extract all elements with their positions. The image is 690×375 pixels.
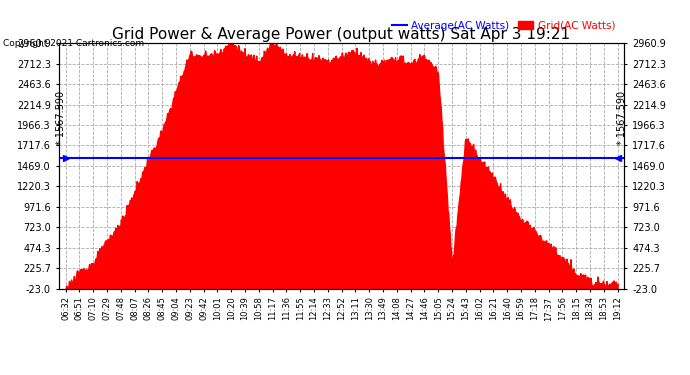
Legend: Average(AC Watts), Grid(AC Watts): Average(AC Watts), Grid(AC Watts) <box>387 16 619 35</box>
Text: * 1567.590: * 1567.590 <box>617 92 627 146</box>
Title: Grid Power & Average Power (output watts) Sat Apr 3 19:21: Grid Power & Average Power (output watts… <box>112 27 571 42</box>
Text: Copyright 2021 Cartronics.com: Copyright 2021 Cartronics.com <box>3 39 145 48</box>
Text: * 1567.590: * 1567.590 <box>57 92 66 146</box>
